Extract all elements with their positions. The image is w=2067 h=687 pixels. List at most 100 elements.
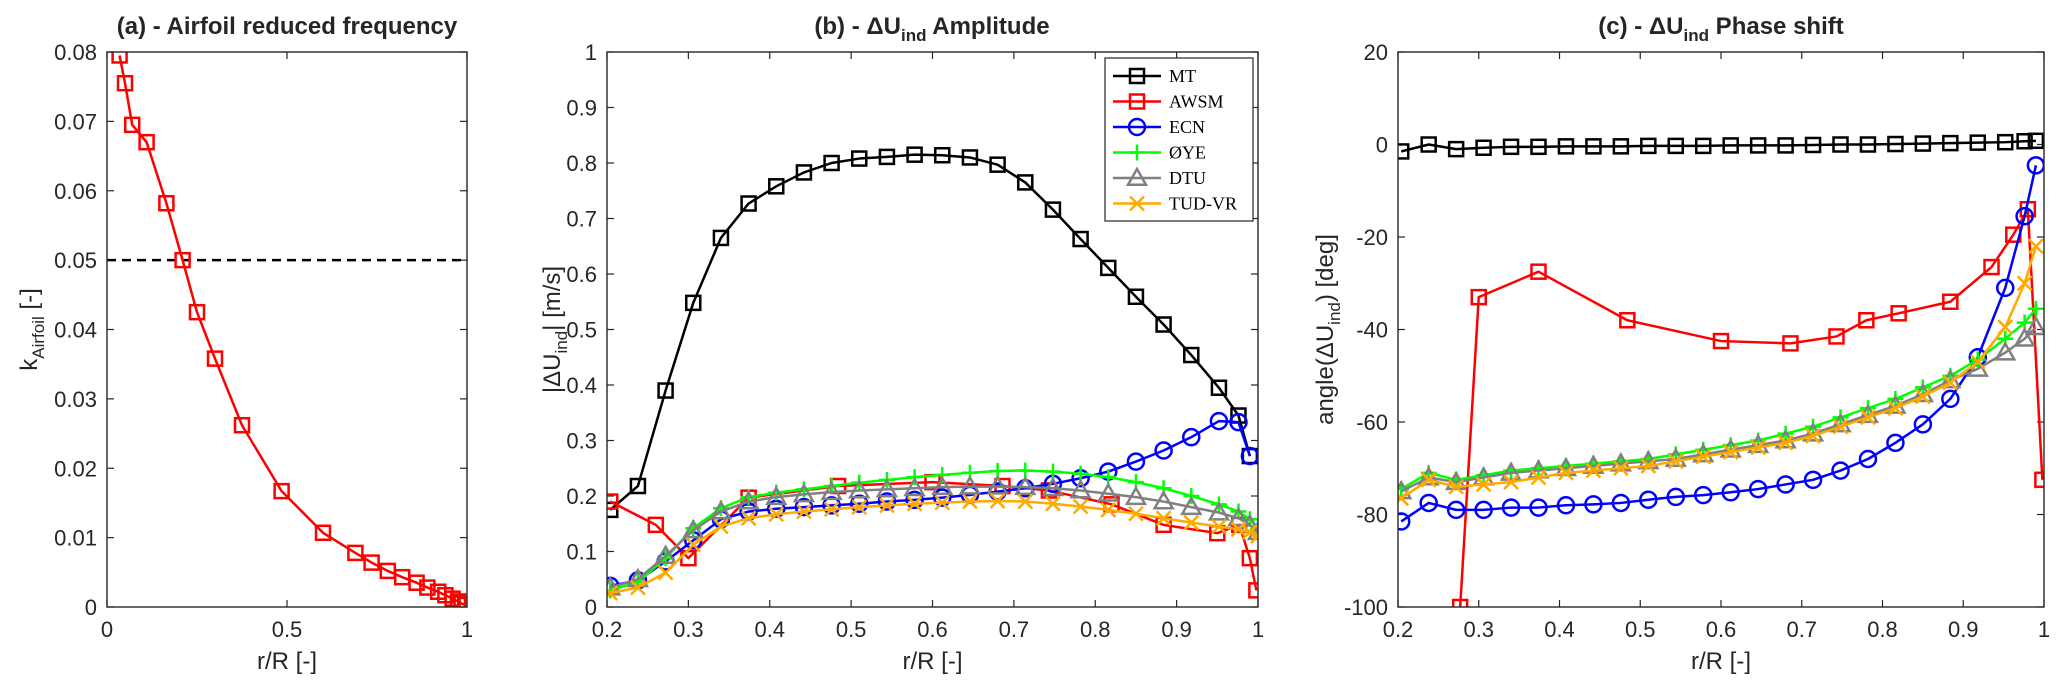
data-point: [767, 499, 786, 519]
data-point: [1584, 495, 1603, 514]
data-point: [2027, 300, 2044, 317]
data-point: [1180, 495, 1203, 516]
data-point: [1556, 496, 1576, 515]
legend: MT AWSM ECN ØYE DTU TUD-VR: [1104, 57, 1254, 222]
y-tick-label: 0.07: [54, 109, 97, 134]
y-tick-label: -100: [1344, 595, 1388, 620]
data-point: [1666, 487, 1686, 507]
data-point: [822, 496, 841, 515]
data-point: [1832, 418, 1849, 435]
x-axis-label: r/R [-]: [257, 648, 317, 675]
data-point: [607, 493, 619, 510]
data-point: [1612, 138, 1630, 155]
data-point: [629, 477, 647, 495]
y-tick-label: 0.7: [566, 207, 597, 232]
y-tick-label: 0.03: [54, 387, 97, 412]
data-point: [1831, 461, 1850, 480]
title-subscript: ind: [1684, 26, 1710, 45]
data-point: [1942, 293, 1959, 310]
data-point: [1748, 479, 1768, 499]
data-point: [1694, 137, 1712, 155]
data-point: [1983, 258, 2000, 276]
x-tick-label: 0.9: [1161, 617, 1192, 642]
y-axis-label: |ΔUind| [m/s]: [539, 266, 571, 393]
data-point: [630, 579, 646, 596]
y-tick-label: 0.01: [54, 526, 97, 551]
data-point: [233, 416, 251, 434]
data-point: [685, 536, 702, 553]
y-label-main: angle(ΔU: [1312, 325, 1339, 425]
x-tick-label: 0.6: [1706, 617, 1737, 642]
data-point: [685, 294, 702, 312]
data-point: [878, 148, 896, 166]
data-point: [1017, 174, 1034, 191]
data-point: [1100, 501, 1117, 518]
y-tick-label: 0.6: [566, 262, 597, 287]
data-point: [848, 478, 871, 499]
data-point: [1803, 470, 1823, 490]
data-point: [1859, 136, 1877, 153]
data-point: [823, 501, 840, 518]
data-point: [2027, 132, 2044, 150]
y-tick-label: -80: [1356, 503, 1388, 528]
y-tick-label: 0: [585, 595, 597, 620]
data-point: [879, 497, 895, 514]
data-point: [989, 156, 1006, 173]
data-point: [2013, 327, 2036, 347]
data-point: [1124, 485, 1148, 506]
data-point: [1721, 483, 1740, 502]
legend-marker: [1127, 117, 1147, 137]
legend-marker: [1129, 144, 1145, 161]
data-point: [1420, 136, 1437, 153]
series-line: [609, 469, 1258, 592]
y-label-suffix: ) [deg]: [1312, 234, 1339, 302]
data-point: [906, 146, 923, 163]
y-tick-label: -40: [1356, 318, 1388, 343]
data-point: [934, 146, 951, 164]
data-point: [1501, 498, 1521, 517]
axes-box: [606, 51, 1259, 608]
data-point: [1585, 138, 1602, 155]
series-line: [118, 55, 466, 607]
data-point: [2028, 238, 2044, 255]
y-tick-label: 0.06: [54, 179, 97, 204]
data-point: [1210, 379, 1228, 397]
data-point: [1475, 476, 1492, 493]
data-point: [1448, 478, 1465, 495]
data-point: [2016, 275, 2033, 292]
data-point: [1886, 433, 1905, 453]
x-axis-label: r/R [-]: [1691, 648, 1751, 675]
chart-panel-b: 0.2 0.3 0.4 0.5 0.6 0.7 0.8 0.9 1 0 0.1 0.2 0.3 0.4 0.…: [539, 13, 1264, 675]
data-point: [1097, 482, 1120, 502]
data-point: [647, 516, 665, 534]
x-tick-label: 0.4: [754, 617, 785, 642]
data-point: [1100, 259, 1117, 277]
data-point: [1722, 444, 1739, 460]
series-line: [1458, 208, 2044, 607]
data-point: [1451, 598, 1469, 607]
data-point: [931, 475, 954, 496]
data-point: [1693, 485, 1713, 505]
data-point: [138, 133, 155, 151]
data-point: [1041, 476, 1065, 497]
x-tick-label: 1: [1252, 617, 1264, 642]
data-point: [1832, 136, 1849, 153]
series-group: [607, 146, 1258, 602]
data-point: [740, 510, 757, 527]
data-point: [962, 493, 978, 510]
data-point: [1995, 278, 2015, 298]
data-point: [1749, 137, 1767, 154]
data-point: [1942, 374, 1959, 391]
y-tick-label: 1: [585, 40, 597, 65]
data-point: [1470, 288, 1487, 306]
data-point: [713, 518, 729, 535]
data-point: [1530, 138, 1547, 156]
data-point: [116, 74, 134, 92]
data-point: [1777, 434, 1794, 451]
data-point: [1776, 475, 1795, 494]
x-tick-label: 0.5: [272, 617, 303, 642]
data-point: [419, 579, 436, 596]
y-axis-label: kAirfoil [-]: [16, 288, 48, 371]
x-tick-label: 0.3: [1463, 617, 1494, 642]
data-point: [1942, 134, 1959, 152]
